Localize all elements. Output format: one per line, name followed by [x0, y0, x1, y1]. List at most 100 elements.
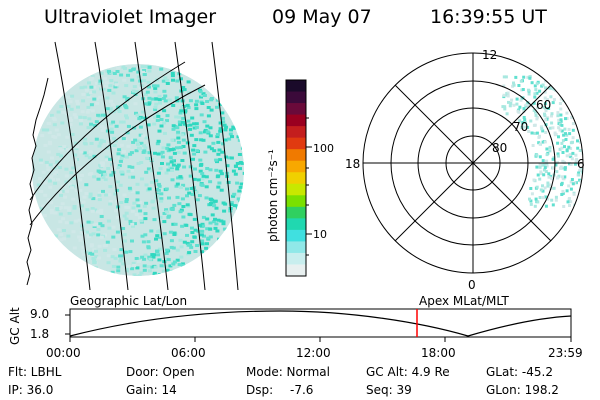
polar-pixel — [533, 95, 537, 99]
image-pixel — [202, 120, 207, 124]
image-pixel — [205, 242, 209, 246]
image-pixel — [131, 261, 136, 265]
image-pixel — [86, 105, 91, 109]
image-pixel — [63, 146, 68, 150]
polar-pixel — [565, 154, 569, 158]
image-pixel — [56, 133, 61, 137]
polar-pixel — [523, 125, 527, 129]
image-pixel — [178, 123, 183, 127]
image-pixel — [41, 170, 46, 174]
door-status: Door: Open — [126, 365, 195, 379]
image-pixel — [90, 76, 95, 80]
polar-pixel — [573, 162, 577, 166]
image-pixel — [125, 131, 130, 135]
polar-pixel — [569, 180, 573, 184]
polar-pixel — [569, 187, 573, 191]
image-pixel — [155, 112, 160, 116]
image-pixel — [171, 262, 176, 266]
image-pixel — [227, 137, 232, 141]
polar-pixel — [518, 105, 522, 109]
image-pixel — [102, 170, 107, 174]
image-pixel — [165, 78, 170, 82]
image-pixel — [169, 245, 174, 249]
image-pixel — [161, 79, 166, 83]
image-pixel — [142, 257, 147, 261]
image-pixel — [108, 84, 113, 88]
image-pixel — [186, 106, 191, 110]
polar-pixel — [529, 202, 533, 206]
polar-pixel — [577, 171, 581, 175]
polar-pixel — [543, 102, 547, 106]
polar-pixel — [541, 140, 545, 144]
image-pixel — [168, 156, 173, 160]
mlt-label-6: 6 — [577, 157, 585, 171]
image-pixel — [112, 165, 117, 169]
image-pixel — [141, 134, 146, 138]
image-pixel — [112, 72, 117, 75]
image-pixel — [153, 90, 158, 94]
image-pixel — [120, 172, 125, 176]
time-tick-1200: 12:00 — [296, 346, 331, 360]
image-pixel — [158, 101, 162, 105]
image-pixel — [109, 79, 114, 83]
image-pixel — [46, 164, 51, 167]
image-pixel — [111, 120, 116, 124]
polar-pixel — [530, 192, 534, 196]
polar-pixel — [529, 199, 533, 203]
polar-pixel — [538, 165, 542, 169]
observation-date: 09 May 07 — [272, 6, 372, 28]
image-pixel — [104, 84, 109, 88]
image-pixel — [126, 124, 131, 128]
polar-pixel — [532, 108, 536, 112]
polar-pixel — [550, 121, 554, 125]
colorbar-band — [286, 195, 306, 208]
image-pixel — [136, 204, 141, 208]
image-pixel — [176, 130, 181, 134]
colorbar-band — [286, 103, 306, 116]
image-pixel — [185, 194, 189, 198]
image-pixel — [134, 111, 138, 115]
image-pixel — [209, 97, 214, 100]
image-pixel — [59, 193, 63, 197]
polar-pixel — [543, 114, 547, 118]
image-pixel — [144, 150, 149, 154]
colorbar-band — [286, 137, 306, 150]
polar-pixel — [544, 118, 548, 122]
image-pixel — [105, 107, 110, 111]
polar-pixel — [502, 93, 506, 97]
polar-pixel — [562, 205, 566, 208]
image-pixel — [182, 88, 187, 92]
image-pixel — [206, 106, 211, 109]
image-pixel — [194, 138, 199, 142]
image-pixel — [106, 219, 111, 223]
polar-pixel — [521, 88, 525, 91]
image-pixel — [78, 238, 83, 242]
image-pixel — [144, 136, 149, 140]
image-pixel — [109, 173, 114, 177]
image-pixel — [221, 222, 226, 226]
image-pixel — [80, 110, 85, 114]
image-pixel — [92, 223, 97, 227]
image-pixel — [109, 70, 114, 74]
image-pixel — [89, 220, 94, 224]
image-pixel — [215, 175, 220, 179]
polar-pixel — [574, 153, 578, 157]
polar-pixel — [571, 128, 575, 132]
image-pixel — [223, 138, 228, 142]
image-pixel — [85, 110, 90, 114]
colorbar-band — [286, 183, 306, 196]
image-pixel — [121, 137, 126, 141]
image-pixel — [230, 135, 234, 139]
image-pixel — [146, 102, 151, 106]
image-pixel — [69, 107, 74, 111]
image-pixel — [47, 179, 52, 183]
image-pixel — [142, 79, 147, 83]
image-pixel — [161, 146, 166, 150]
image-pixel — [209, 147, 214, 151]
image-pixel — [113, 192, 118, 196]
image-pixel — [109, 99, 113, 103]
image-pixel — [175, 99, 180, 103]
image-pixel — [136, 162, 141, 165]
image-pixel — [38, 177, 42, 180]
image-pixel — [179, 245, 184, 249]
